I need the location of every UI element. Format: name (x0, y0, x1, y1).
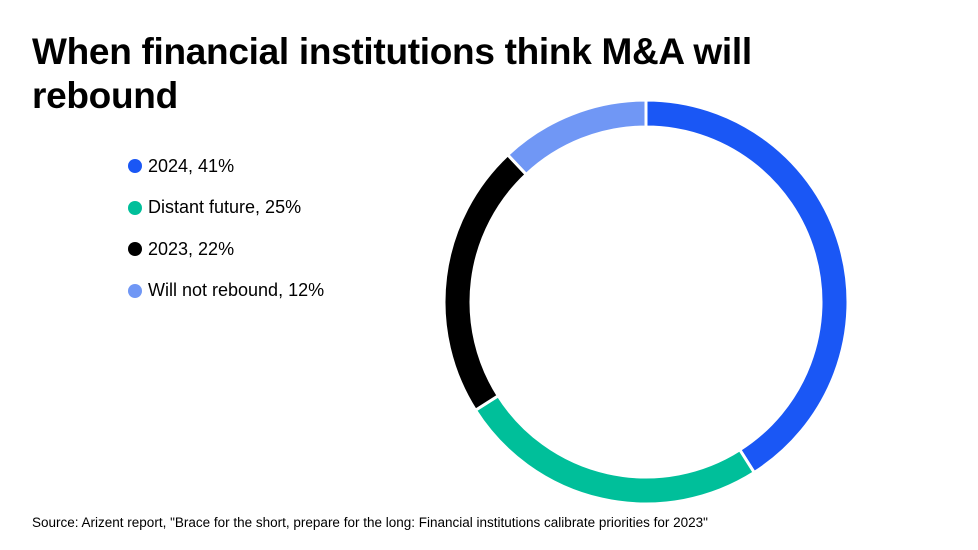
donut-slice-distant-future (473, 393, 757, 506)
legend-swatch (128, 283, 142, 298)
legend: 2024, 41% Distant future, 25% 2023, 22% … (128, 156, 324, 322)
source-note: Source: Arizent report, "Brace for the s… (32, 515, 708, 530)
legend-swatch (128, 159, 142, 173)
donut-slice-will-not-rebound (505, 98, 648, 177)
donut-slice-2023 (442, 152, 529, 413)
legend-label: 2024, 41% (148, 155, 235, 176)
legend-item: 2024, 41% (128, 156, 324, 176)
legend-label: Will not rebound, 12% (148, 280, 325, 300)
legend-item: Distant future, 25% (128, 197, 324, 218)
legend-item: Will not rebound, 12% (128, 280, 325, 301)
chart-title: When financial institutions think M&A wi… (32, 31, 752, 116)
legend-swatch (128, 200, 142, 215)
legend-item: 2023, 22% (128, 239, 324, 259)
legend-label: 2023, 22% (148, 238, 235, 259)
legend-swatch (128, 242, 142, 256)
legend-label: Distant future, 25% (148, 197, 302, 217)
donut-slice-2024 (644, 98, 850, 475)
